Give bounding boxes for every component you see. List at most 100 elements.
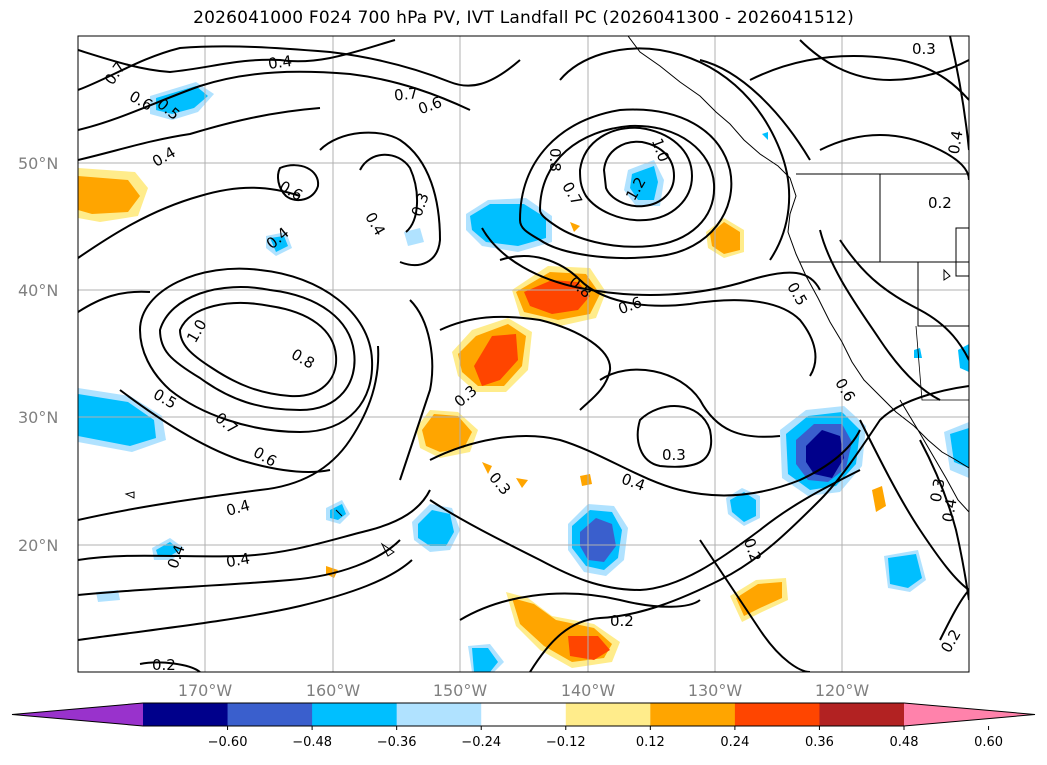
negative-anomaly-patch <box>580 518 616 562</box>
contour-line <box>799 39 969 81</box>
contour-line <box>399 299 434 481</box>
contour-line <box>636 405 713 468</box>
contour-line <box>939 589 969 641</box>
negative-anomaly-patch <box>630 166 658 200</box>
lat-label: 40°N <box>18 281 58 300</box>
island <box>380 542 395 557</box>
contour-label: 0.3 <box>912 40 936 58</box>
negative-anomaly-patch <box>730 492 756 522</box>
contour-line <box>749 55 969 101</box>
contour-line <box>429 469 861 591</box>
state-border <box>917 262 969 327</box>
contour-line <box>603 140 675 208</box>
colorbar-tick-label: 0.12 <box>636 735 665 750</box>
contour-label: 0.4 <box>267 52 293 73</box>
negative-anomaly-patch <box>470 204 546 246</box>
positive-anomaly-patch <box>570 222 580 232</box>
contour-line <box>949 36 969 151</box>
negative-anomaly-patch <box>156 86 208 114</box>
contour-line <box>78 107 321 161</box>
contour-label: 0.4 <box>939 497 961 524</box>
contour-line <box>78 559 413 641</box>
island <box>943 268 951 281</box>
contour-line <box>459 592 701 621</box>
contour-line <box>119 389 331 473</box>
contour-line <box>519 108 733 259</box>
baja-coastline <box>899 399 969 513</box>
colorbar-tick-label: 0.36 <box>805 735 834 750</box>
pv-contours <box>78 36 969 672</box>
colorbar-segment <box>565 703 651 726</box>
colorbar-segment <box>227 703 313 726</box>
colorbar-outline <box>11 702 1036 727</box>
shaded-anomalies <box>78 82 969 672</box>
contour-line <box>78 539 401 596</box>
colorbar-segment <box>143 703 229 726</box>
contour-line <box>277 164 320 202</box>
negative-anomaly-patch <box>78 394 156 446</box>
colorbar-tick-label: −0.48 <box>292 735 332 750</box>
positive-anomaly-patch <box>78 176 140 214</box>
positive-anomaly-patch <box>482 462 492 474</box>
contour-label: 0.2 <box>152 656 176 674</box>
contour-line <box>439 315 612 411</box>
colorbar-tick-label: 0.60 <box>974 735 1003 750</box>
contour-line <box>859 419 969 591</box>
positive-anomaly-patch <box>568 636 610 660</box>
contour-line <box>699 539 811 672</box>
contour-line <box>819 134 969 181</box>
colorbar-segment <box>481 703 567 726</box>
map-area: 0.7 0.6 0.5 0.4 0.4 0.7 0.6 0.6 0.4 0.3 … <box>77 35 970 674</box>
contour-line <box>819 229 941 401</box>
negative-anomaly-patch <box>950 428 969 468</box>
gridlines <box>78 36 969 672</box>
positive-anomaly-patch <box>710 222 740 254</box>
contour-line <box>78 39 396 73</box>
lon-label: 140°W <box>561 681 616 700</box>
map-title: 2026041000 F024 700 hPa PV, IVT Landfall… <box>193 8 854 28</box>
lat-label: 30°N <box>18 408 58 427</box>
contour-line <box>159 286 356 411</box>
contour-line <box>429 429 861 497</box>
colorbar-tick-label: 0.48 <box>890 735 919 750</box>
state-border <box>915 325 969 401</box>
colorbar-tick-label: 0.24 <box>720 735 749 750</box>
positive-anomaly-patch <box>580 474 592 486</box>
contour-line <box>78 290 151 313</box>
contour-line <box>139 267 374 433</box>
contour-line <box>78 345 380 521</box>
contour-line <box>699 59 811 161</box>
colorbar-segment <box>650 703 736 726</box>
contour-label: 0.3 <box>927 477 949 504</box>
lat-label: 50°N <box>18 154 58 173</box>
contour-line <box>919 439 969 601</box>
contour-line <box>539 124 716 248</box>
contour-label: 0.4 <box>224 496 252 520</box>
latitude-labels: 20°N 30°N 40°N 50°N <box>18 154 58 555</box>
negative-anomaly-patch <box>404 228 424 246</box>
contour-line <box>599 368 781 438</box>
contour-line <box>839 239 969 361</box>
lon-label: 170°W <box>178 681 233 700</box>
contour-label: 0.4 <box>945 129 967 156</box>
longitude-labels: 170°W 160°W 150°W 140°W 130°W 120°W <box>178 681 870 700</box>
positive-anomaly-patch <box>524 280 590 314</box>
negative-anomaly-patch <box>762 132 768 140</box>
negative-anomaly-patch <box>806 430 844 478</box>
island <box>335 509 343 517</box>
lon-label: 150°W <box>433 681 488 700</box>
north-america-coastline <box>627 36 969 469</box>
colorbar-tick-label: −0.12 <box>546 735 586 750</box>
contour-label: 0.3 <box>662 446 686 464</box>
lon-label: 120°W <box>815 681 870 700</box>
contour-line <box>559 47 791 261</box>
colorbar-max-extend <box>904 703 1035 726</box>
contour-label: 0.8 <box>546 148 564 172</box>
contour-line <box>529 385 969 672</box>
contour-label: 0.7 <box>393 84 419 104</box>
contour-label: 0.2 <box>928 194 952 212</box>
contour-line <box>481 227 821 296</box>
island <box>124 491 135 499</box>
contour-line <box>78 186 301 259</box>
